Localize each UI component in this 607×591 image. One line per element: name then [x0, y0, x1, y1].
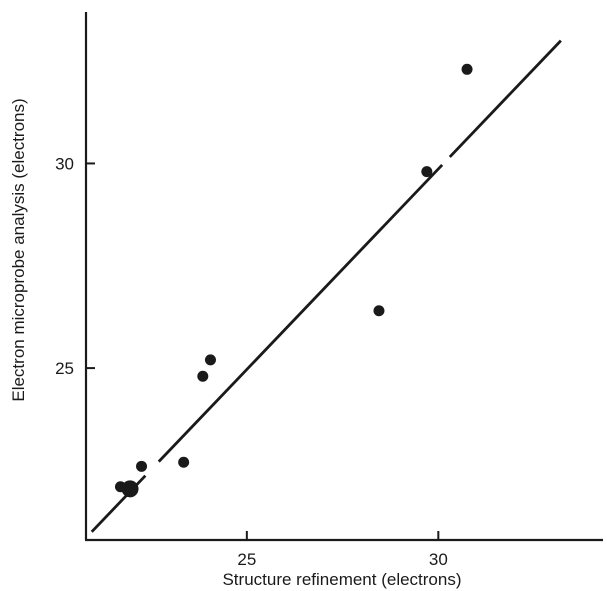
- data-points: [114, 63, 473, 498]
- fit-line-segment: [448, 39, 562, 158]
- x-axis-title: Structure refinement (electrons): [222, 570, 461, 589]
- data-point: [136, 460, 148, 472]
- fit-line: [90, 39, 562, 533]
- y-tick-label: 25: [55, 359, 74, 378]
- fit-line-segment: [157, 163, 444, 463]
- data-point: [421, 166, 433, 178]
- data-point: [178, 456, 190, 468]
- data-point: [373, 305, 385, 317]
- y-tick-label: 30: [55, 154, 74, 173]
- data-point: [461, 63, 473, 75]
- x-tick-label: 30: [429, 550, 448, 569]
- ticks: 25 30 25 30: [55, 154, 448, 569]
- data-point: [204, 354, 216, 366]
- axes: [84, 12, 603, 542]
- data-point: [121, 480, 139, 498]
- y-axis-title: Electron microprobe analysis (electrons): [9, 98, 28, 401]
- data-point: [197, 370, 209, 382]
- x-tick-label: 25: [237, 550, 256, 569]
